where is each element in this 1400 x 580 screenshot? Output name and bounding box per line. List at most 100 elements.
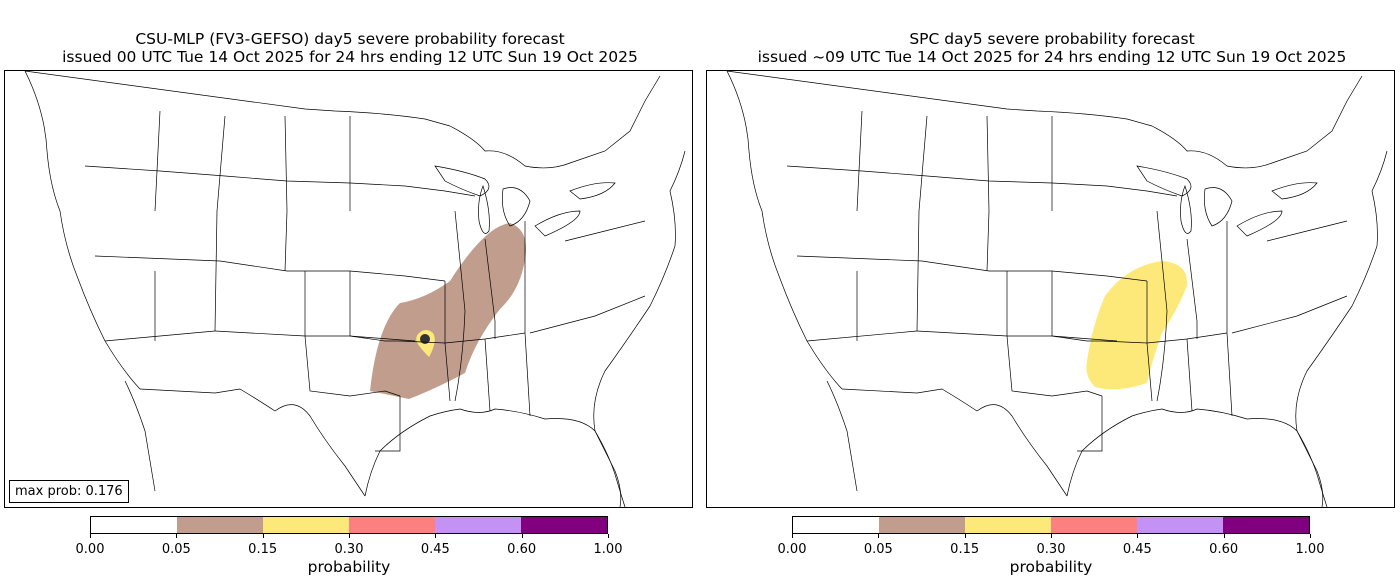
colorbar-tick-mark (1137, 534, 1139, 538)
map-boundary-line (986, 115, 990, 272)
colorbar-tick-mark (262, 534, 264, 538)
colorbar-tick-label: 0.60 (1209, 542, 1239, 557)
colorbar-ticks: 0.00 0.05 0.15 0.30 0.45 0.60 1.00 (778, 534, 1324, 564)
colorbar-tick-mark (176, 534, 178, 538)
colorbar-tick-label: 0.30 (1036, 542, 1066, 557)
map-boundary-line (564, 220, 646, 242)
map-boundary-line (1106, 185, 1178, 197)
colorbar-tick-mark (349, 534, 350, 538)
prob-area-015 (1086, 261, 1188, 390)
colorbar-segment (793, 517, 879, 533)
colorbar-tick-mark (90, 534, 91, 538)
max-prob-marker (420, 334, 430, 344)
map-boundary-line (534, 210, 581, 237)
colorbar-tick-mark (608, 534, 609, 538)
colorbar-segment (435, 517, 521, 533)
map-boundary-line (1186, 338, 1193, 412)
map-boundary-line (1295, 150, 1388, 432)
colorbar-segment (1051, 517, 1137, 533)
map-boundary-line (726, 71, 1363, 169)
map-boundary-line (726, 71, 843, 390)
map-boundary-line (593, 150, 686, 432)
map-boundary-line (434, 165, 490, 197)
map-boundary-line (1203, 187, 1233, 227)
colorbar-tick-label: 0.05 (161, 542, 191, 557)
map-boundary-line (916, 330, 1052, 337)
map-boundary-line (1077, 396, 1103, 452)
colorbar-tick-mark (1223, 534, 1225, 538)
map-boundary-line (349, 332, 526, 344)
map-boundary-line (856, 110, 863, 212)
map-boundary-line (1236, 210, 1283, 237)
title-line-1: SPC day5 severe probability forecast (909, 30, 1195, 48)
colorbar-tick-mark (1051, 534, 1052, 538)
map-boundary-line (364, 408, 626, 507)
map-boundary-line (501, 187, 531, 227)
panel-title: CSU-MLP (FV3-GEFSO) day5 severe probabil… (0, 30, 700, 66)
us-state-map (24, 71, 686, 507)
colorbar (90, 516, 608, 534)
map-boundary-line (569, 182, 616, 200)
map-boundary-line (154, 110, 161, 212)
map-boundary-line (304, 335, 401, 397)
map-boundary-line (826, 380, 858, 492)
csu-mlp-panel: CSU-MLP (FV3-GEFSO) day5 severe probabil… (0, 30, 700, 576)
map-boundary-line (94, 255, 446, 282)
colorbar-segment (879, 517, 965, 533)
spc-panel: SPC day5 severe probability forecast iss… (702, 0, 1400, 580)
map-boundary-line (1136, 165, 1192, 197)
map-boundary-line (84, 165, 406, 187)
map-boundary-line (1066, 408, 1328, 507)
colorbar-tick-label: 0.00 (777, 542, 807, 557)
colorbar-tick-label: 0.00 (75, 542, 105, 557)
map-boundary-line (484, 338, 491, 412)
probability-overlay (370, 223, 527, 399)
map-boundary-line (841, 388, 1068, 497)
map-boundary-line (1231, 295, 1348, 334)
map-boundary-line (24, 71, 661, 169)
colorbar-segment (91, 517, 177, 533)
colorbar-tick-mark (878, 534, 880, 538)
map-boundary-line (124, 380, 156, 492)
map-boundary-line (529, 295, 646, 334)
map-boundary-line (375, 396, 401, 452)
state-borders (24, 71, 686, 507)
colorbar-ticks: 0.00 0.05 0.15 0.30 0.45 0.60 1.00 (76, 534, 622, 564)
map-boundary-line (786, 165, 1108, 187)
map-boundary-line (1180, 184, 1192, 234)
colorbar-tick-label: 1.00 (593, 542, 623, 557)
map-boundary-line (1271, 182, 1318, 200)
map-boundary-line (444, 281, 451, 402)
colorbar-segment (521, 517, 607, 533)
colorbar-tick-mark (964, 534, 966, 538)
colorbar-segment (263, 517, 349, 533)
map-boundary-line (1146, 281, 1153, 402)
max-prob-label: max prob: 0.176 (9, 480, 129, 503)
colorbar-segment (349, 517, 435, 533)
map-boundary-line (284, 115, 288, 272)
map-boundary-line (524, 332, 531, 417)
colorbar-segment (177, 517, 263, 533)
map-boundary-line (104, 330, 216, 342)
map-boundary-line (806, 330, 918, 342)
colorbar-tick-label: 0.30 (334, 542, 364, 557)
map-boundary-line (1051, 332, 1228, 344)
colorbar-tick-label: 0.60 (507, 542, 537, 557)
probability-overlay (1086, 261, 1188, 390)
colorbar-tick-label: 0.45 (420, 542, 450, 557)
state-borders (726, 71, 1388, 507)
colorbar-tick-label: 0.05 (863, 542, 893, 557)
map-boundary-line (916, 210, 920, 332)
colorbar-segment (965, 517, 1051, 533)
map-boundary-line (1226, 332, 1233, 417)
colorbar-tick-label: 0.15 (248, 542, 278, 557)
prob-area-005 (370, 223, 527, 399)
us-state-map (726, 71, 1388, 507)
map-boundary-line (404, 185, 476, 197)
map-boundary-line (214, 330, 350, 337)
map-boundary-line (1006, 335, 1103, 397)
colorbar-segment (1137, 517, 1223, 533)
colorbar-tick-label: 0.15 (950, 542, 980, 557)
map-boundary-line (918, 115, 928, 212)
title-line-1: CSU-MLP (FV3-GEFSO) day5 severe probabil… (135, 30, 565, 48)
